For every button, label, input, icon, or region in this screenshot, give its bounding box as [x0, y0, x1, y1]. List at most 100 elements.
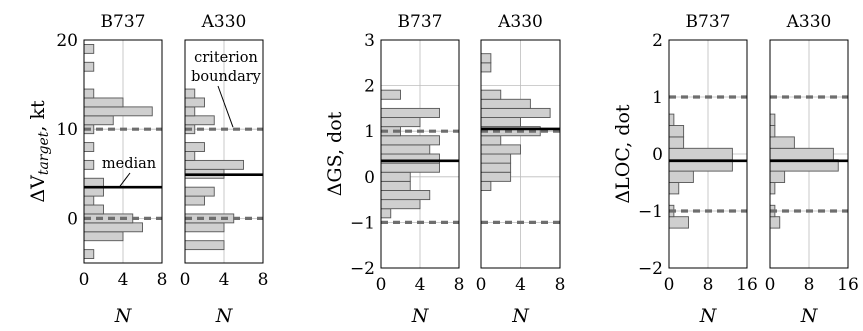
panel-frame — [668, 39, 748, 269]
criterion-annotation-line2: boundary — [191, 69, 262, 85]
x-axis-label: N — [699, 305, 718, 327]
histogram-bar — [769, 182, 776, 195]
y-tick-label: 2 — [364, 77, 375, 97]
histogram-bar — [184, 142, 205, 152]
panel-1-0: B737 0 4 8 N −2 −1 0 1 2 3 — [350, 12, 464, 327]
x-tick-label: 4 — [118, 270, 129, 290]
y-axis-label: ΔVtarget, kt — [27, 100, 52, 203]
histogram-bar — [668, 170, 694, 183]
x-tick-label: 8 — [454, 275, 465, 295]
x-tick-label: 4 — [219, 270, 230, 290]
y-axis-label-unit: , dot — [612, 104, 634, 148]
x-axis-label: N — [411, 305, 430, 327]
histogram-bar — [83, 106, 153, 117]
panel-frame — [380, 39, 460, 269]
histogram-bar — [380, 171, 411, 182]
y-tick-label: 1 — [652, 88, 663, 108]
histogram-bar — [83, 142, 95, 152]
histogram-bar — [83, 115, 114, 126]
histogram-bar — [380, 190, 431, 201]
criterion-leader-line — [217, 85, 234, 128]
y-axis-label: ΔGS, dot — [324, 111, 346, 196]
y-tick-label: 0 — [652, 145, 663, 165]
histogram-bar — [83, 177, 104, 188]
histogram-bar — [83, 249, 95, 259]
x-tick-label: 0 — [180, 270, 191, 290]
histogram-bar — [480, 180, 492, 191]
histogram-bar — [380, 162, 440, 173]
histogram-bar — [480, 162, 512, 173]
panel-1-1: A330 0 4 8 N — [476, 12, 566, 327]
panel-frame — [184, 39, 264, 264]
histogram-bar — [380, 117, 421, 128]
panel-title: A330 — [786, 12, 832, 32]
x-tick-label: 16 — [837, 275, 859, 295]
y-tick-label: 3 — [364, 31, 375, 51]
x-tick-label: 0 — [376, 275, 387, 295]
histogram-bar — [668, 113, 675, 126]
histogram-bar — [83, 44, 95, 54]
x-tick-label: 8 — [258, 270, 269, 290]
histogram-bar — [83, 186, 104, 197]
panel-title: B737 — [101, 12, 146, 32]
panel-title: A330 — [497, 12, 543, 32]
y-axis-label-unit: , kt — [27, 100, 49, 132]
histogram-bar — [380, 144, 431, 155]
y-axis-label-main: ΔGS — [324, 155, 346, 196]
median-leader-line — [119, 172, 131, 187]
histogram-bar — [184, 115, 215, 126]
y-axis-label-main: ΔV — [27, 175, 49, 203]
histogram-bar — [668, 147, 733, 161]
histogram-bar — [83, 97, 124, 108]
x-tick-label: 0 — [79, 270, 90, 290]
y-tick-label: −2 — [350, 259, 375, 279]
histogram-bar — [83, 204, 104, 215]
panel-title: B737 — [398, 12, 443, 32]
panel-0-1: A330 0 4 8 N — [180, 12, 269, 327]
y-tick-label: −2 — [638, 259, 663, 279]
histogram-bar — [380, 135, 440, 146]
y-axis-label-main: ΔLOC — [612, 148, 634, 204]
x-tick-label: 4 — [515, 275, 526, 295]
histogram-bar — [184, 151, 196, 161]
histogram-bar — [83, 222, 143, 233]
histogram-bar — [83, 195, 95, 206]
x-tick-label: 0 — [664, 275, 675, 295]
x-axis-label: N — [800, 305, 819, 327]
histogram-bar — [184, 186, 215, 197]
x-axis-label: N — [215, 305, 234, 327]
histogram-bar — [184, 240, 225, 251]
histogram-bar — [184, 159, 244, 170]
histogram-bar — [769, 147, 834, 161]
x-tick-label: 8 — [703, 275, 714, 295]
annotations: median criterion boundary — [102, 50, 262, 187]
histogram-bar — [480, 98, 531, 109]
histogram-bar — [480, 135, 502, 146]
histogram-bar — [480, 117, 521, 128]
histogram-bar — [480, 171, 512, 182]
histogram-bar — [480, 107, 551, 118]
y-axis-label: ΔLOC, dot — [612, 104, 634, 203]
histogram-bar — [480, 153, 512, 164]
histogram-bar — [380, 208, 392, 219]
panel-0-0: B737 0 4 8 N 0 10 20 — [56, 12, 167, 327]
histogram-bar — [480, 144, 521, 155]
histogram-bar — [83, 231, 124, 242]
histogram-bar — [769, 170, 786, 183]
panel-frame — [769, 39, 849, 269]
panel-2-1: A330 0 8 16 N — [765, 12, 859, 327]
y-tick-label: 10 — [56, 120, 78, 140]
x-tick-label: 0 — [476, 275, 487, 295]
histogram-bar — [83, 159, 95, 170]
y-tick-label: 0 — [364, 168, 375, 188]
x-tick-label: 8 — [157, 270, 168, 290]
histogram-bar — [380, 199, 421, 210]
histogram-bar — [480, 62, 492, 73]
histogram-bar — [184, 222, 225, 233]
criterion-annotation-line1: criterion — [194, 50, 258, 66]
histogram-bar — [769, 136, 795, 149]
panel-frame — [83, 39, 163, 264]
histogram-bar — [769, 125, 776, 138]
y-tick-label: 0 — [67, 209, 78, 229]
x-axis-label: N — [511, 305, 530, 327]
